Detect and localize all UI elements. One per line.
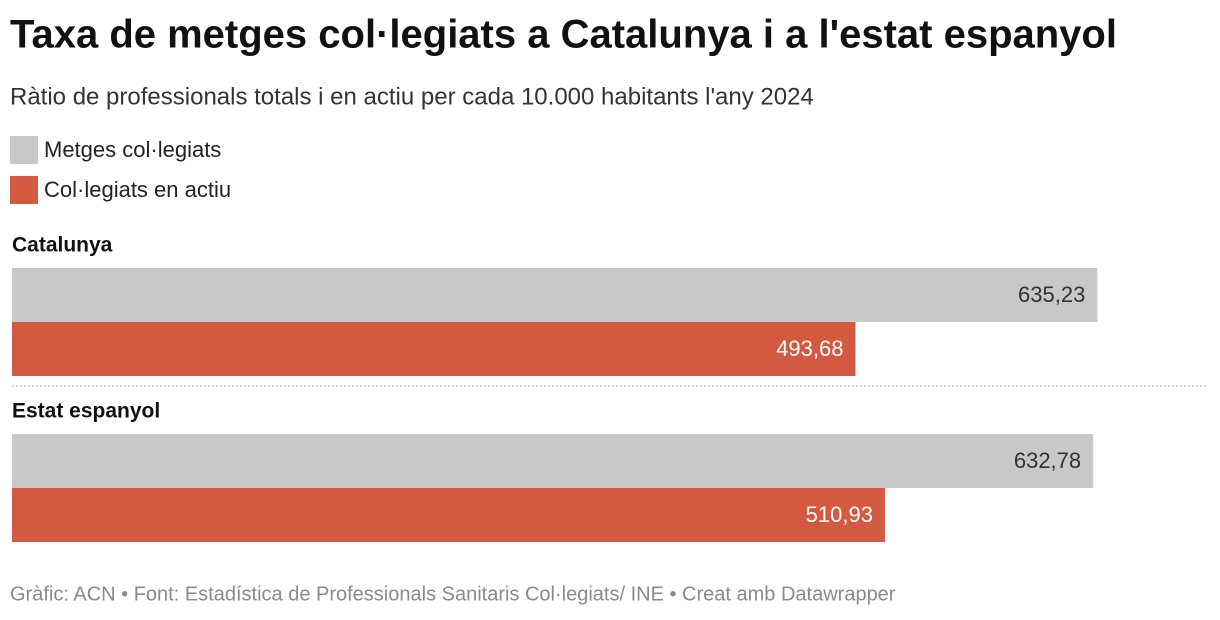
legend-label: Metges col·legiats [44,137,221,162]
bar [12,434,1094,488]
chart-subtitle: Ràtio de professionals totals i en actiu… [10,83,814,110]
chart-title: Taxa de metges col·legiats a Catalunya i… [10,13,1117,57]
group-label: Estat espanyol [12,400,160,423]
value-label: 493,68 [776,336,843,361]
legend-swatch [10,176,38,204]
value-label: 635,23 [1018,282,1085,307]
legend-swatch [10,136,38,164]
bar [12,268,1098,322]
bar [12,488,885,542]
value-label: 632,78 [1014,448,1081,473]
legend-label: Col·legiats en actiu [44,177,231,202]
value-label: 510,93 [806,502,873,527]
chart-footer: Gràfic: ACN • Font: Estadística de Profe… [10,583,896,605]
group-label: Catalunya [12,234,113,257]
bar [12,322,856,376]
